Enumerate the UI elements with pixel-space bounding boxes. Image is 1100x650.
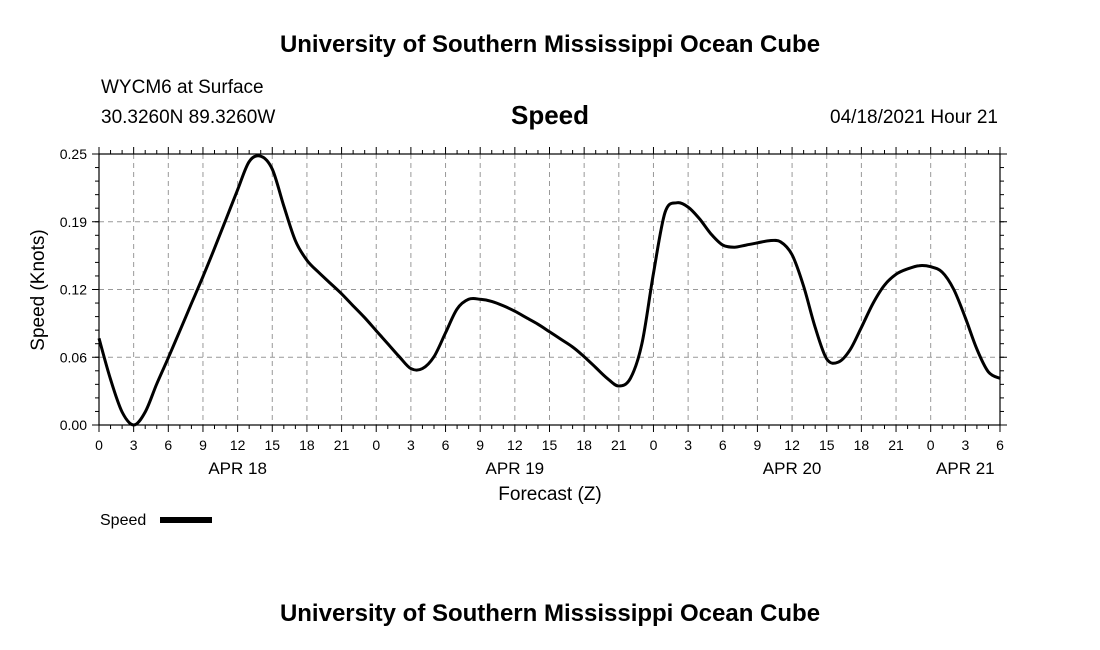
x-tick-label: 3 xyxy=(961,437,969,453)
date-label: APR 19 xyxy=(486,459,545,478)
date-label: APR 21 xyxy=(936,459,995,478)
date-labels: APR 18 APR 19 APR 20 APR 21 xyxy=(208,459,994,478)
x-tick-label: 15 xyxy=(264,437,280,453)
x-tick-label: 9 xyxy=(476,437,484,453)
y-tick-label: 0.12 xyxy=(60,282,87,298)
x-tick-label: 6 xyxy=(719,437,727,453)
y-tick-label: 0.25 xyxy=(60,146,87,162)
grid-lines xyxy=(99,154,1000,425)
station-coordinates: 30.3260N 89.3260W xyxy=(101,107,276,128)
x-tick-label: 21 xyxy=(888,437,904,453)
y-axis-ticks: 0.00 0.06 0.12 0.19 0.25 xyxy=(60,146,1007,433)
x-tick-label: 6 xyxy=(996,437,1004,453)
y-tick-label: 0.19 xyxy=(60,214,87,230)
y-tick-label: 0.06 xyxy=(60,349,87,365)
x-tick-label: 12 xyxy=(230,437,246,453)
legend-label: Speed xyxy=(100,512,146,529)
x-tick-label: 18 xyxy=(854,437,870,453)
x-axis-label: Forecast (Z) xyxy=(498,484,601,505)
x-tick-label: 3 xyxy=(684,437,692,453)
x-tick-label: 0 xyxy=(372,437,380,453)
forecast-run-time: 04/18/2021 Hour 21 xyxy=(830,107,998,128)
x-tick-label: 6 xyxy=(442,437,450,453)
x-tick-label: 18 xyxy=(576,437,592,453)
x-tick-label: 15 xyxy=(542,437,558,453)
x-tick-label: 12 xyxy=(507,437,523,453)
y-tick-label: 0.00 xyxy=(60,417,87,433)
minor-ticks xyxy=(95,150,1004,429)
x-tick-label: 0 xyxy=(95,437,103,453)
x-tick-label: 0 xyxy=(927,437,935,453)
bottom-title: University of Southern Mississippi Ocean… xyxy=(279,600,821,627)
x-tick-label: 6 xyxy=(164,437,172,453)
x-tick-label: 0 xyxy=(650,437,658,453)
x-tick-label: 18 xyxy=(299,437,315,453)
x-tick-label: 12 xyxy=(784,437,800,453)
chart-title: Speed xyxy=(510,100,590,130)
x-tick-label: 21 xyxy=(334,437,350,453)
date-label: APR 18 xyxy=(208,459,267,478)
x-tick-label: 21 xyxy=(611,437,627,453)
x-tick-label: 9 xyxy=(754,437,762,453)
x-tick-label: 3 xyxy=(130,437,138,453)
x-tick-label: 9 xyxy=(199,437,207,453)
x-tick-label: 3 xyxy=(407,437,415,453)
x-tick-label: 15 xyxy=(819,437,835,453)
top-title: University of Southern Mississippi Ocean… xyxy=(279,31,821,58)
speed-series-line xyxy=(97,154,1001,427)
x-axis-ticks: 0 3 6 9 12 15 18 21 0 3 6 9 12 15 18 21 0 3 6 9 12 15 18 21 0 3 6 xyxy=(95,147,1004,453)
date-label: APR 20 xyxy=(763,459,822,478)
station-name: WYCM6 at Surface xyxy=(101,77,264,98)
y-axis-label: Speed (Knots) xyxy=(28,229,49,350)
